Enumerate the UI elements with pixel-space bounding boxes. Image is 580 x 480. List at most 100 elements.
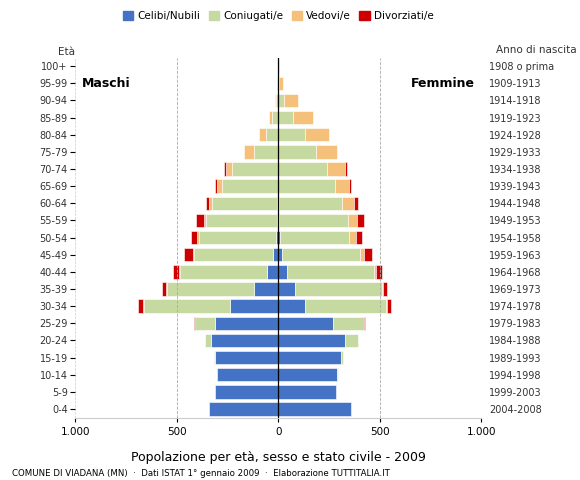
Bar [382,282,383,296]
Bar [280,214,349,227]
Bar [278,197,280,210]
Bar [273,111,278,124]
Bar [184,248,193,262]
Bar [360,248,364,262]
Bar [387,300,391,313]
Bar [364,317,365,330]
Bar [180,265,267,278]
Bar [226,162,231,176]
Text: COMUNE DI VIADANA (MN)  ·  Dati ISTAT 1° gennaio 2009  ·  Elaborazione TUTTITALI: COMUNE DI VIADANA (MN) · Dati ISTAT 1° g… [12,468,390,478]
Bar [218,180,222,193]
Bar [230,300,278,313]
Bar [278,231,280,244]
Bar [259,128,266,142]
Bar [194,248,273,262]
Bar [215,180,218,193]
Bar [206,197,209,210]
Bar [204,214,206,227]
Bar [278,111,292,124]
Bar [305,128,329,142]
Bar [353,197,357,210]
Bar [345,162,347,176]
Bar [356,231,361,244]
Bar [215,385,278,398]
Legend: Celibi/Nubili, Coniugati/e, Vedovi/e, Divorziati/e: Celibi/Nubili, Coniugati/e, Vedovi/e, Di… [119,7,438,25]
Bar [278,351,341,364]
Bar [196,214,204,227]
Bar [316,145,337,158]
Bar [278,265,287,278]
X-axis label: Popolazione per età, sesso e stato civile - 2009: Popolazione per età, sesso e stato civil… [131,451,426,464]
Bar [223,162,226,176]
Bar [212,197,277,210]
Bar [222,180,278,193]
Bar [197,231,199,244]
Bar [206,214,277,227]
Bar [284,94,298,107]
Bar [278,60,280,73]
Bar [254,145,278,158]
Bar [278,385,336,398]
Bar [278,214,280,227]
Bar [341,351,343,364]
Bar [215,317,278,330]
Bar [278,77,280,90]
Bar [195,317,215,330]
Bar [278,334,345,347]
Bar [200,231,276,244]
Bar [138,300,143,313]
Bar [278,317,333,330]
Bar [278,145,316,158]
Bar [254,282,278,296]
Bar [295,282,382,296]
Bar [143,300,144,313]
Bar [277,197,278,210]
Bar [333,317,364,330]
Text: Maschi: Maschi [81,77,130,90]
Bar [211,334,278,347]
Bar [215,351,278,364]
Bar [277,77,278,90]
Text: Età: Età [59,47,75,57]
Bar [277,214,278,227]
Bar [335,180,349,193]
Bar [383,282,387,296]
Bar [357,214,364,227]
Bar [287,265,374,278]
Bar [280,231,349,244]
Bar [193,248,194,262]
Bar [364,248,372,262]
Bar [276,94,278,107]
Bar [205,334,211,347]
Bar [194,317,195,330]
Bar [349,180,351,193]
Bar [280,77,284,90]
Bar [267,265,278,278]
Bar [166,282,254,296]
Bar [280,197,342,210]
Bar [269,111,273,124]
Bar [278,94,284,107]
Bar [244,145,254,158]
Bar [282,248,360,262]
Bar [209,402,278,416]
Bar [278,162,327,176]
Bar [376,265,382,278]
Bar [278,368,337,382]
Bar [218,368,278,382]
Bar [162,282,166,296]
Bar [342,197,353,210]
Bar [345,334,357,347]
Text: Femmine: Femmine [411,77,476,90]
Bar [209,197,212,210]
Bar [327,162,345,176]
Bar [144,300,230,313]
Bar [278,300,305,313]
Bar [278,402,351,416]
Bar [278,180,335,193]
Bar [292,111,313,124]
Bar [191,231,197,244]
Bar [173,265,179,278]
Bar [374,265,376,278]
Bar [278,282,295,296]
